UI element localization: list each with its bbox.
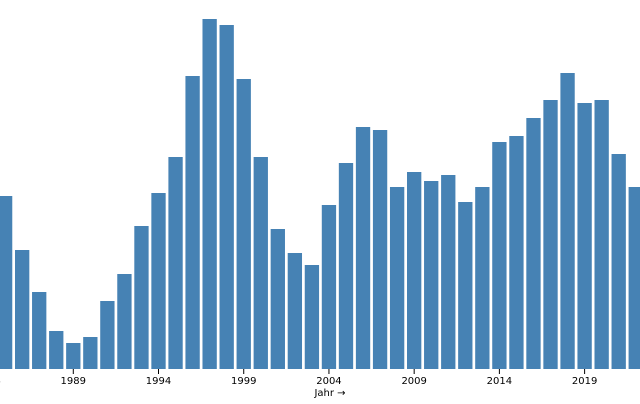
x-tick-label: 1989 xyxy=(61,376,86,387)
x-tick-label: 1984 xyxy=(0,376,1,387)
bar xyxy=(236,79,251,369)
bar xyxy=(185,76,200,369)
bar xyxy=(407,172,422,369)
x-tick-label: 2009 xyxy=(401,376,426,387)
bar xyxy=(168,157,183,369)
bar xyxy=(594,100,609,369)
bar xyxy=(253,157,268,369)
bar xyxy=(509,136,524,369)
bar xyxy=(372,130,388,369)
x-tick-label: 1994 xyxy=(146,376,171,387)
x-axis-label: Jahr → xyxy=(313,388,345,399)
bar xyxy=(475,187,490,369)
bar xyxy=(321,205,337,369)
x-tick-label: 1999 xyxy=(231,376,256,387)
x-tick-label: 2019 xyxy=(572,376,597,387)
bar xyxy=(560,73,575,369)
bar xyxy=(0,196,13,369)
bar xyxy=(355,127,371,369)
bar xyxy=(219,25,234,369)
bar xyxy=(270,229,285,369)
x-tick-label: 2004 xyxy=(316,376,341,387)
bar xyxy=(14,250,30,369)
bar xyxy=(202,19,217,369)
bar xyxy=(134,226,149,369)
bar xyxy=(304,265,320,369)
bar xyxy=(526,118,541,369)
bar xyxy=(577,103,592,369)
x-tick-label: 2014 xyxy=(487,376,512,387)
bar xyxy=(543,100,558,369)
bar xyxy=(492,142,507,369)
bar xyxy=(287,253,303,369)
bar xyxy=(611,154,626,369)
bar xyxy=(117,274,132,369)
bar xyxy=(49,331,64,369)
bar xyxy=(32,292,47,369)
bar xyxy=(66,343,81,369)
bar xyxy=(424,181,439,369)
bar xyxy=(441,175,456,369)
bar xyxy=(151,193,166,369)
bar xyxy=(100,301,115,369)
bar xyxy=(628,187,640,369)
bar xyxy=(389,187,405,369)
bar xyxy=(83,337,98,369)
bar xyxy=(458,202,473,369)
bar xyxy=(338,163,354,369)
